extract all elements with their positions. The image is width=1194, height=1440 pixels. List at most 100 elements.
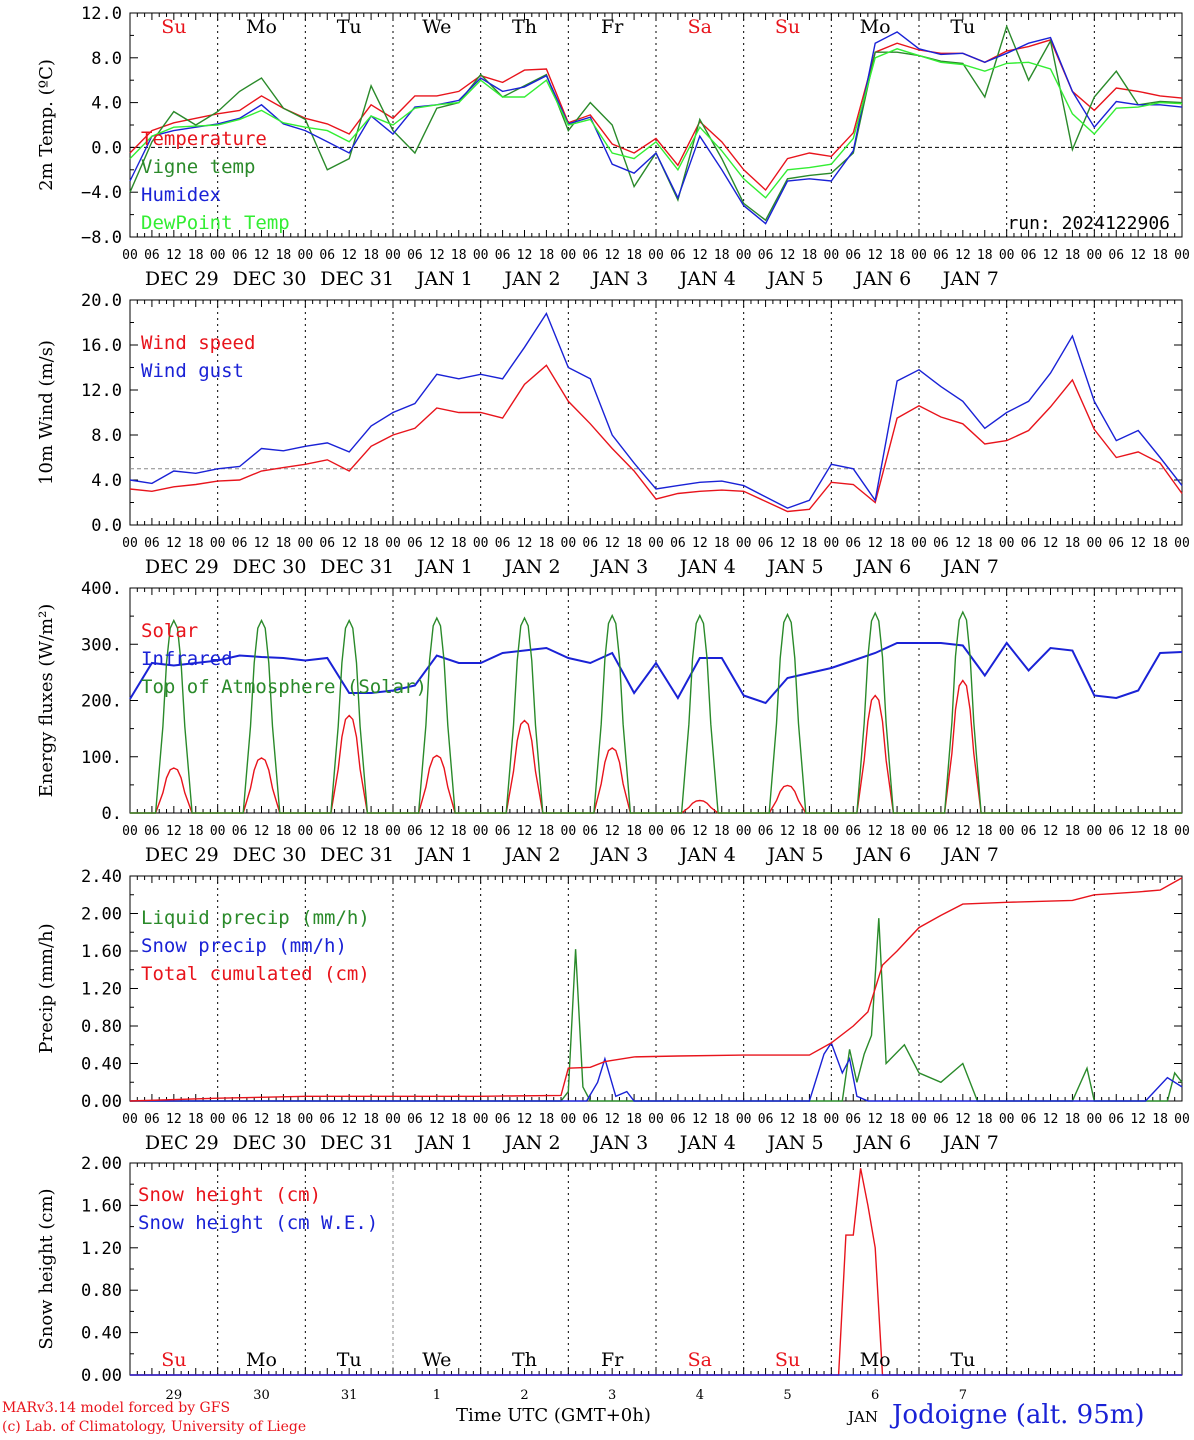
weekday-label: Mo xyxy=(246,16,277,38)
date-label: JAN 2 xyxy=(502,844,560,866)
hour-tick-label: 12 xyxy=(166,248,182,263)
hour-tick-label: 00 xyxy=(824,536,840,551)
hour-tick-label: 06 xyxy=(144,1112,160,1127)
legend-entry: DewPoint Temp xyxy=(141,212,290,234)
hour-tick-label: 18 xyxy=(1065,536,1081,551)
hour-tick-label: 06 xyxy=(407,536,423,551)
hour-tick-label: 18 xyxy=(714,248,730,263)
date-label: JAN 4 xyxy=(678,844,736,866)
weekday-label: Fr xyxy=(601,1349,624,1371)
date-label: DEC 31 xyxy=(320,268,394,290)
hour-tick-label: 00 xyxy=(122,248,138,263)
hour-tick-label: 12 xyxy=(780,1112,796,1127)
y-tick-label: 0.80 xyxy=(81,1281,122,1301)
hour-tick-label: 00 xyxy=(1087,248,1103,263)
hour-tick-label: 00 xyxy=(736,824,752,839)
hour-tick-label: 06 xyxy=(758,1112,774,1127)
y-tick-label: 1.60 xyxy=(81,1196,122,1216)
legend-entry: Snow precip (mm/h) xyxy=(141,935,347,957)
hour-tick-label: 00 xyxy=(1087,536,1103,551)
y-tick-label: 0.0 xyxy=(91,516,122,536)
panel-5 xyxy=(129,1162,1183,1376)
hour-tick-label: 12 xyxy=(780,536,796,551)
day-number-label: 1 xyxy=(433,1388,441,1403)
hour-tick-label: 18 xyxy=(188,1112,204,1127)
hour-tick-label: 00 xyxy=(648,248,664,263)
hour-tick-label: 06 xyxy=(1108,536,1124,551)
y-tick-label: 12.0 xyxy=(81,4,122,24)
y-tick-label: 300. xyxy=(81,635,122,655)
hour-tick-label: 12 xyxy=(254,1112,270,1127)
hour-tick-label: 12 xyxy=(254,824,270,839)
hour-tick-label: 00 xyxy=(999,824,1015,839)
hour-tick-label: 12 xyxy=(604,824,620,839)
date-label: JAN 5 xyxy=(765,268,823,290)
hour-tick-label: 18 xyxy=(889,1112,905,1127)
hour-tick-label: 12 xyxy=(341,248,357,263)
date-label: JAN 7 xyxy=(941,556,999,578)
hour-tick-label: 18 xyxy=(1152,1112,1168,1127)
hour-tick-label: 00 xyxy=(736,536,752,551)
legend-entry: Snow height (cm) xyxy=(138,1184,321,1206)
y-tick-label: 1.60 xyxy=(81,942,122,962)
hour-tick-label: 00 xyxy=(298,824,314,839)
hour-tick-label: 06 xyxy=(670,536,686,551)
hour-tick-label: 06 xyxy=(232,536,248,551)
hour-tick-label: 00 xyxy=(911,536,927,551)
hour-tick-label: 06 xyxy=(407,824,423,839)
weekday-label: Tu xyxy=(337,1349,362,1371)
hour-tick-label: 12 xyxy=(692,248,708,263)
hour-tick-label: 18 xyxy=(539,824,555,839)
hour-tick-label: 06 xyxy=(232,248,248,263)
date-label: JAN 1 xyxy=(415,1132,473,1154)
hour-tick-label: 12 xyxy=(1043,824,1059,839)
hour-tick-label: 12 xyxy=(517,1112,533,1127)
series-line-red xyxy=(129,39,1183,192)
weekday-label: Mo xyxy=(860,16,891,38)
hour-tick-label: 12 xyxy=(604,248,620,263)
date-label: JAN 3 xyxy=(590,1132,648,1154)
hour-tick-label: 00 xyxy=(648,536,664,551)
weekday-label: Sa xyxy=(688,16,712,38)
hour-tick-label: 12 xyxy=(341,536,357,551)
date-label: DEC 30 xyxy=(233,268,307,290)
hour-tick-label: 12 xyxy=(517,824,533,839)
hour-tick-label: 12 xyxy=(692,536,708,551)
hour-tick-label: 06 xyxy=(582,536,598,551)
hour-tick-label: 18 xyxy=(1152,824,1168,839)
hour-tick-label: 06 xyxy=(1021,824,1037,839)
hour-tick-label: 00 xyxy=(298,1112,314,1127)
hour-tick-label: 18 xyxy=(451,248,467,263)
y-tick-label: 12.0 xyxy=(81,381,122,401)
hour-tick-label: 12 xyxy=(867,536,883,551)
date-label: DEC 31 xyxy=(320,844,394,866)
hour-tick-label: 00 xyxy=(911,824,927,839)
hour-tick-label: 18 xyxy=(276,248,292,263)
y-tick-label: 200. xyxy=(81,692,122,712)
hour-tick-label: 00 xyxy=(122,536,138,551)
hour-tick-label: 00 xyxy=(1174,536,1190,551)
hour-tick-label: 18 xyxy=(539,536,555,551)
legend-entry: Infrared xyxy=(141,648,233,670)
y-axis-label: 10m Wind (m/s) xyxy=(36,340,57,485)
hour-tick-label: 00 xyxy=(210,1112,226,1127)
hour-tick-label: 06 xyxy=(845,824,861,839)
hour-tick-label: 12 xyxy=(429,824,445,839)
hour-tick-label: 18 xyxy=(276,536,292,551)
hour-tick-label: 18 xyxy=(363,824,379,839)
hour-tick-label: 00 xyxy=(473,536,489,551)
hour-tick-label: 12 xyxy=(604,1112,620,1127)
hour-tick-label: 06 xyxy=(758,248,774,263)
hour-tick-label: 06 xyxy=(845,536,861,551)
day-number-label: 4 xyxy=(696,1388,704,1403)
hour-tick-label: 18 xyxy=(626,1112,642,1127)
hour-tick-label: 00 xyxy=(999,1112,1015,1127)
date-label: JAN 6 xyxy=(853,268,911,290)
hour-tick-label: 00 xyxy=(1087,824,1103,839)
x-axis-label: Time UTC (GMT+0h) xyxy=(456,1405,651,1426)
hour-tick-label: 18 xyxy=(363,536,379,551)
hour-tick-label: 18 xyxy=(539,1112,555,1127)
hour-tick-label: 12 xyxy=(867,824,883,839)
hour-tick-label: 06 xyxy=(319,536,335,551)
plot-frame xyxy=(129,299,1183,526)
